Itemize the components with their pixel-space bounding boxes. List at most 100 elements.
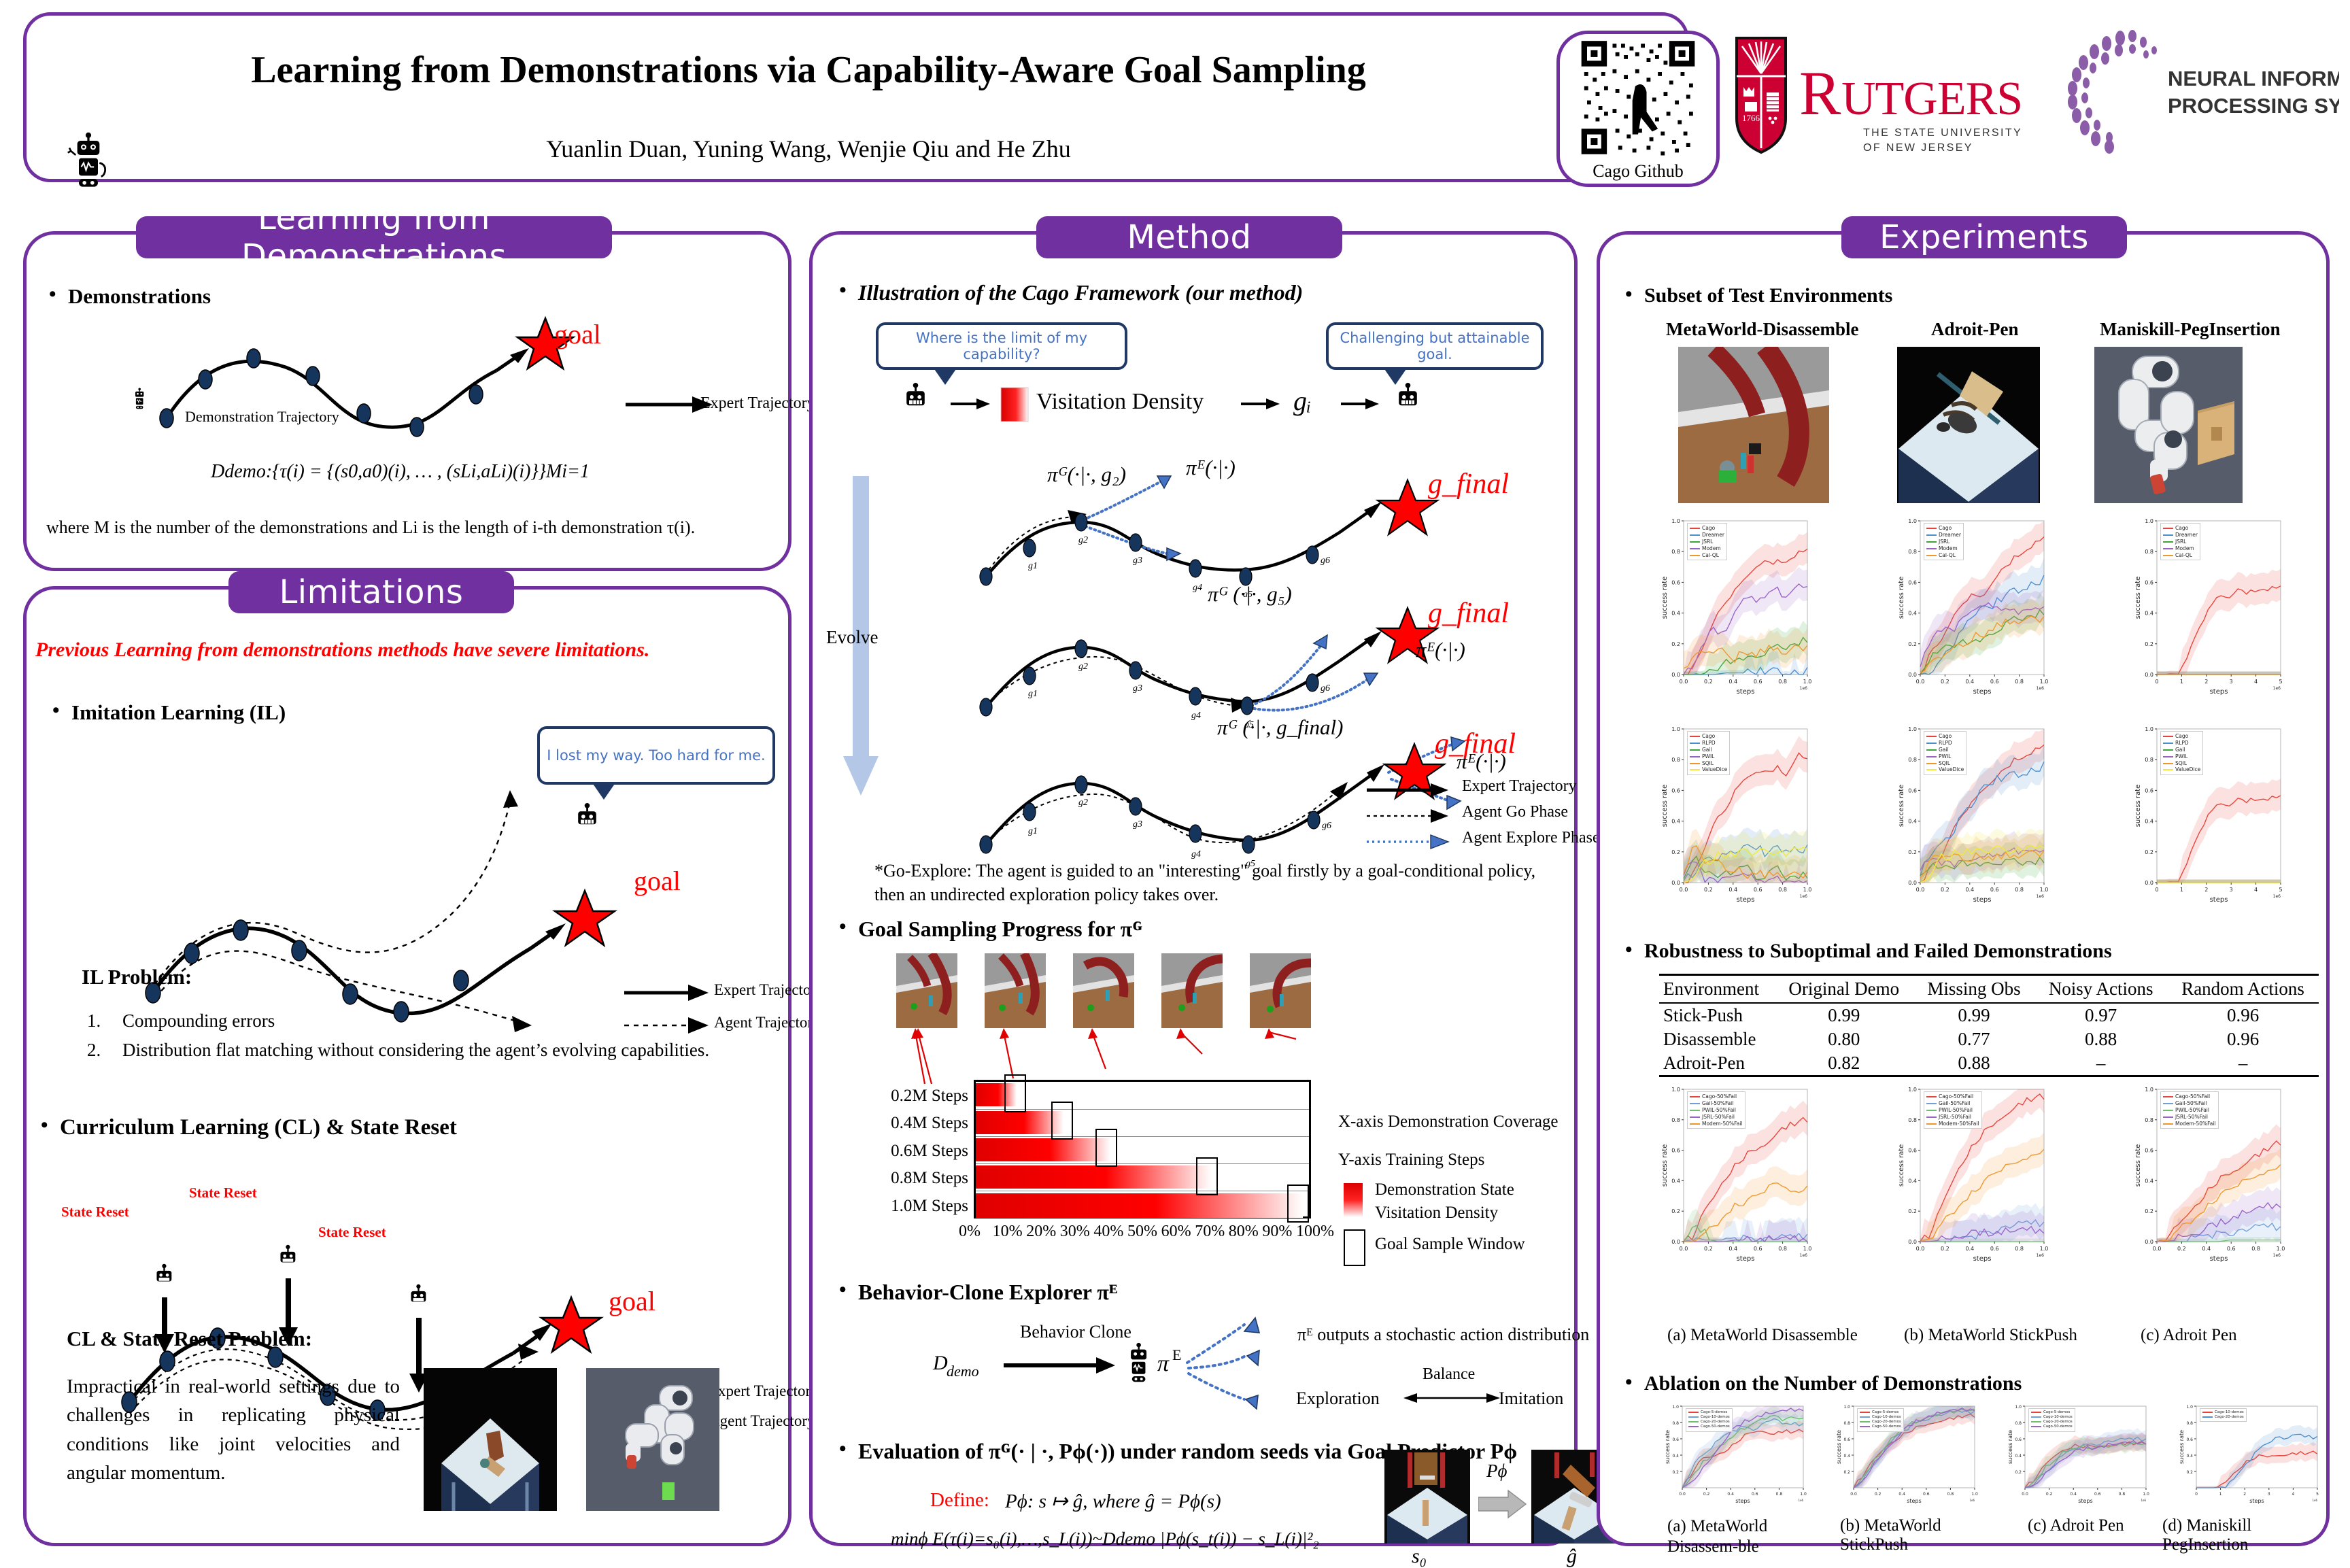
- legend-swatch: [2163, 769, 2173, 771]
- svg-text:0.8: 0.8: [1908, 549, 1917, 555]
- svg-text:0.2: 0.2: [1843, 1470, 1850, 1475]
- svg-text:0.2: 0.2: [1704, 1246, 1713, 1252]
- qr-code-icon[interactable]: [1573, 38, 1703, 157]
- method-panel: [809, 231, 1578, 1546]
- chart-ylabel: success rate: [2007, 1430, 2013, 1464]
- svg-text:0.0: 0.0: [2022, 1492, 2028, 1497]
- limitations-lead: Previous Learning from demonstrations me…: [35, 638, 650, 661]
- table-header-cell: Original Demo: [1774, 974, 1913, 1004]
- state-reset-label-2: State Reset: [189, 1184, 257, 1201]
- legend-swatch: [2163, 1116, 2173, 1118]
- chart-exponent: 1e6: [2312, 1499, 2317, 1502]
- legend-swatch: [2031, 1416, 2041, 1418]
- chart-exp-r1c1: 0.0 0.2 0.4 0.6 0.8 1.0 0.0 0.2 0.4 0.6 0.8 1.0 1e6 s…: [1661, 517, 1811, 696]
- svg-text:0.2: 0.2: [1704, 679, 1713, 685]
- goal-sample-thumb-2: [985, 953, 1046, 1028]
- chart-abl-b: 0.2 0.4 0.6 0.8 1.0 0.0 0.2 0.4 0.6 0.8 1.0 1e6 step…: [1836, 1402, 1979, 1504]
- neurips-line1-text: NEURAL INFORMATION: [2168, 67, 2339, 90]
- il-legend-agent: Agent Trajectory: [714, 1014, 821, 1031]
- demonstration-trajectory-diagram: [135, 316, 713, 437]
- eval-s0-thumbnail: [1384, 1450, 1470, 1544]
- svg-text:0.6: 0.6: [2145, 787, 2153, 794]
- svg-text:1.0: 1.0: [1800, 1492, 1807, 1497]
- qr-code-panel[interactable]: Cago Github: [1556, 31, 1720, 187]
- svg-text:0.2: 0.2: [1703, 1492, 1710, 1497]
- svg-text:0.6: 0.6: [1908, 787, 1917, 794]
- svg-text:0.2: 0.2: [2177, 1246, 2186, 1252]
- legend-swatch: [1688, 1411, 1699, 1413]
- legend-entry: Cago: [2163, 525, 2198, 532]
- svg-text:1.0: 1.0: [2040, 679, 2048, 685]
- chart-exp-r2c3: 0.0 0.2 0.4 0.6 0.8 1.0 0 1 2 3 4 5 1e6 steps success …: [2134, 725, 2285, 904]
- qr-caption: Cago Github: [1593, 161, 1684, 181]
- svg-text:0.2: 0.2: [2145, 849, 2153, 855]
- chart-ylabel: success rate: [1836, 1430, 1842, 1464]
- legend-entry: SQIL: [1926, 760, 1964, 767]
- legend-entry: ValueDice: [2163, 766, 2200, 773]
- legend-entry: Dreamer: [2163, 532, 2198, 539]
- chart-legend-rob-c: Cago-50%Fail Gail-50%Fail PWIL-50%Fail JSRL…: [2160, 1091, 2219, 1129]
- legend-entry: JSRL: [1690, 539, 1724, 545]
- legend-swatch: [1926, 1102, 1937, 1104]
- legend-entry: PWIL: [2163, 753, 2200, 760]
- legend-swatch: [1688, 1425, 1699, 1427]
- goal-sampling-xticks: 0% 10% 20% 30% 40% 50% 60% 70% 80% 90% 100%: [959, 1223, 1334, 1243]
- legend-swatch: [1690, 749, 1700, 751]
- chart-rob-b: 0.0 0.2 0.4 0.6 0.8 1.0 0.0 0.2 0.4 0.6 0.8 1.0 1e6 s…: [1897, 1085, 2048, 1263]
- lfd-formula: Ddemo:{τ(i) = {(s0,a0)(i), … , (sLi,aLi)…: [211, 461, 590, 482]
- chart-rob-a: 0.0 0.2 0.4 0.6 0.8 1.0 0.0 0.2 0.4 0.6 0.8 1.0 1e6 s…: [1661, 1085, 1811, 1263]
- legend-swatch: [1688, 1420, 1699, 1422]
- legend-entry: Cal-QL: [2163, 552, 2198, 559]
- ablation-caption-0: (a) MetaWorld Disassem-ble: [1667, 1517, 1768, 1556]
- method-section-title: Method: [1036, 216, 1342, 258]
- svg-text:1.0: 1.0: [1671, 518, 1680, 524]
- svg-text:0.8: 0.8: [2145, 549, 2153, 555]
- svg-text:0.8: 0.8: [2119, 1492, 2126, 1497]
- goal-sampling-ylabel-4: 1.0M Steps: [891, 1197, 968, 1215]
- svg-text:0.8: 0.8: [1671, 1117, 1680, 1123]
- method-legend-explore: Agent Explore Phase: [1462, 829, 1600, 847]
- legend-swatch: [1926, 547, 1937, 549]
- goal-sample-window-2: [1095, 1129, 1117, 1167]
- svg-text:0.4: 0.4: [1729, 887, 1737, 893]
- svg-text:0.2: 0.2: [1671, 849, 1680, 855]
- svg-text:0: 0: [2155, 679, 2158, 685]
- svg-text:2: 2: [2204, 679, 2208, 685]
- chart-exponent: 1e6: [2037, 894, 2045, 899]
- legend-entry: Cago-50%Fail: [1926, 1093, 1979, 1100]
- method-row2-piG: πᴳ (·|·, g₅): [1208, 582, 1292, 606]
- chart-legend-abl-c: Cago-5-demos Cago-10-demos Cago-20-demos Ca…: [2028, 1408, 2075, 1432]
- table-header-cell: Noisy Actions: [2034, 974, 2168, 1004]
- bc-balance-label: Balance: [1423, 1365, 1476, 1383]
- svg-text:0.4: 0.4: [1727, 1492, 1734, 1497]
- method-row2-piE: πᴱ(·|·): [1416, 638, 1465, 662]
- chart-exp-r1c2: 0.0 0.2 0.4 0.6 0.8 1.0 0.0 0.2 0.4 0.6 0.8 1.0 1e6 s…: [1897, 517, 2048, 696]
- legend-entry: Gail: [1926, 747, 1964, 753]
- goal-sample-window-1: [1051, 1102, 1074, 1140]
- legend-swatch: [1926, 541, 1937, 543]
- legend-swatch: [1926, 1096, 1937, 1097]
- eval-define-label: Define:: [930, 1489, 989, 1511]
- svg-text:0.0: 0.0: [2145, 672, 2153, 678]
- legend-swatch: [2163, 541, 2173, 543]
- legend-swatch: [2163, 742, 2173, 744]
- svg-text:1.0: 1.0: [1908, 726, 1917, 732]
- svg-text:0.0: 0.0: [1671, 672, 1680, 678]
- svg-text:1: 1: [2180, 679, 2183, 685]
- lfd-goal-label: goal: [554, 319, 601, 350]
- chart-exponent: 1e6: [1969, 1499, 1975, 1502]
- legend-swatch: [1926, 755, 1937, 757]
- svg-text:4: 4: [2254, 679, 2258, 685]
- method-bullet-illustration: Illustration of the Cago Framework (our …: [839, 279, 1303, 305]
- chart-svg-rob-c: 0.00.20.40.60.81.00.0 0.2 0.4 0.6 0.8 1.01e6s…: [2134, 1087, 2285, 1263]
- neurips-logo: NEURAL INFORMATION PROCESSING SYSTEMS: [2068, 30, 2339, 154]
- chart-xlabel: steps: [1973, 1255, 1992, 1262]
- svg-text:1.0: 1.0: [1671, 726, 1680, 732]
- legend-entry: ValueDice: [1926, 766, 1964, 773]
- robustness-table: Environment Original Demo Missing Obs Noisy…: [1659, 974, 2319, 1077]
- legend-swatch: [1860, 1425, 1870, 1427]
- legend-entry: Cago-50-demos: [1688, 1425, 1730, 1429]
- chart-xlabel: steps: [2210, 896, 2228, 903]
- goal-sampling-xtick: 30%: [1059, 1223, 1090, 1240]
- eval-min-formula: minϕ E(τ(i)=s₀(i),…,s_L(i))~Ddemo |Pϕ(s_…: [891, 1529, 1319, 1549]
